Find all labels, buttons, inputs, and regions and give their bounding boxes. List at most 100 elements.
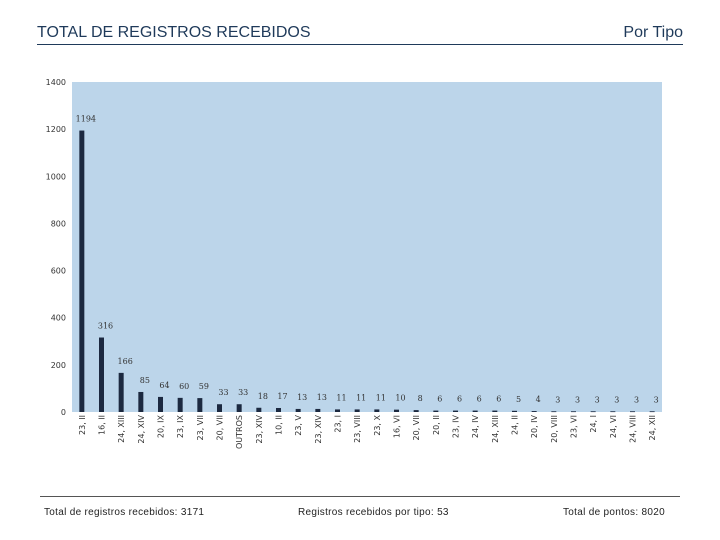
data-label: 64: [159, 381, 169, 390]
bar: [433, 410, 439, 412]
x-tick-label: 24, XIV: [137, 414, 146, 443]
x-tick-label: OUTROS: [235, 415, 244, 449]
data-label: 1194: [76, 115, 96, 124]
data-label: 3: [575, 395, 580, 404]
bar: [394, 409, 399, 412]
data-label: 13: [297, 393, 307, 402]
bar: [590, 411, 596, 413]
bar: [79, 130, 85, 413]
footer-registros-por-tipo: Registros recebidos por tipo: 53: [298, 507, 449, 518]
data-label: 5: [516, 395, 521, 404]
x-tick-label: 24, VI: [609, 415, 618, 438]
plot-area: [72, 82, 662, 412]
x-tick-label: 20, VII: [216, 415, 225, 440]
x-tick-label: 10, II: [275, 415, 284, 435]
data-label: 18: [258, 392, 268, 401]
bar: [99, 337, 104, 412]
bar: [276, 407, 281, 412]
data-label: 33: [238, 388, 248, 397]
chart-header: TOTAL DE REGISTROS RECEBIDOS Por Tipo: [37, 24, 683, 45]
data-label: 60: [179, 382, 189, 391]
chart-title: TOTAL DE REGISTROS RECEBIDOS: [37, 24, 311, 41]
bar: [197, 398, 203, 412]
bar: [354, 409, 360, 412]
footer-divider: [40, 496, 680, 497]
x-tick-label: 23, VIII: [353, 415, 362, 443]
bar: [295, 408, 301, 412]
y-tick-label: 0: [61, 408, 66, 417]
bar: [158, 396, 163, 412]
bar: [630, 411, 635, 413]
data-label: 6: [457, 395, 462, 404]
data-label: 11: [336, 393, 346, 402]
data-label: 10: [395, 394, 405, 403]
data-label: 6: [496, 395, 501, 404]
bar: [413, 410, 419, 412]
data-label: 6: [437, 395, 442, 404]
bar: [374, 409, 380, 412]
data-label: 3: [654, 395, 659, 404]
data-label: 85: [140, 376, 150, 385]
data-label: 59: [199, 382, 209, 391]
bar: [453, 410, 458, 412]
x-tick-label: 20, VII: [412, 415, 421, 440]
data-label: 4: [536, 395, 541, 404]
footer-total-pontos: Total de pontos: 8020: [563, 507, 665, 518]
x-tick-label: 24, II: [511, 415, 520, 435]
x-tick-label: 20, II: [432, 415, 441, 435]
x-tick-label: 23, IX: [176, 414, 185, 438]
y-tick-label: 800: [51, 219, 66, 228]
bar: [177, 397, 183, 412]
x-tick-label: 16, VI: [393, 415, 402, 438]
x-tick-label: 20, VIII: [550, 415, 559, 443]
x-tick-label: 23, I: [334, 415, 343, 433]
x-tick-label: 24, XIII: [491, 415, 500, 443]
x-tick-label: 24, IV: [471, 414, 480, 438]
bar: [256, 407, 262, 412]
x-tick-label: 24, XIII: [117, 415, 126, 443]
data-label: 17: [277, 392, 287, 401]
data-label: 3: [634, 395, 639, 404]
data-label: 11: [356, 393, 366, 402]
data-label: 11: [376, 393, 386, 402]
bar: [649, 411, 655, 413]
data-label: 3: [595, 395, 600, 404]
data-label: 166: [118, 357, 133, 366]
data-label: 33: [218, 388, 228, 397]
x-tick-label: 24, I: [589, 415, 598, 433]
bar: [571, 411, 576, 413]
x-tick-label: 23, X: [373, 414, 382, 435]
bar: [610, 411, 616, 413]
bar: [335, 409, 340, 412]
bar: [512, 410, 517, 412]
data-label: 3: [555, 395, 560, 404]
data-label: 8: [418, 394, 423, 403]
x-tick-label: 24, VIII: [629, 415, 638, 443]
y-tick-label: 600: [51, 267, 66, 276]
footer-total-registros: Total de registros recebidos: 3171: [44, 507, 205, 518]
data-label: 6: [477, 395, 482, 404]
x-tick-label: 20, IV: [530, 414, 539, 438]
bar: [551, 411, 557, 413]
bar: [118, 372, 124, 412]
bar: [217, 404, 222, 412]
x-tick-label: 20, IX: [157, 414, 166, 438]
x-tick-label: 23, XIV: [314, 414, 323, 443]
y-tick-label: 200: [51, 361, 66, 370]
chart-subtitle: Por Tipo: [623, 24, 683, 41]
data-label: 3: [614, 395, 619, 404]
y-tick-label: 400: [51, 314, 66, 323]
x-tick-label: 23, VII: [196, 415, 205, 440]
x-tick-label: 23, IV: [452, 414, 461, 438]
data-label: 316: [98, 322, 113, 331]
data-label: 13: [317, 393, 327, 402]
bar: [315, 408, 321, 412]
x-tick-label: 23, V: [294, 414, 303, 435]
bar-chart: 0 200 400 600 800 1000 1200 1400 1194 23, II 316 16…: [46, 78, 662, 449]
x-tick-label: 23, II: [78, 415, 87, 435]
bar: [531, 411, 537, 412]
y-tick-label: 1000: [46, 172, 66, 181]
bar: [472, 410, 478, 412]
x-tick-label: 23, VI: [570, 415, 579, 438]
y-tick-label: 1400: [46, 78, 66, 87]
